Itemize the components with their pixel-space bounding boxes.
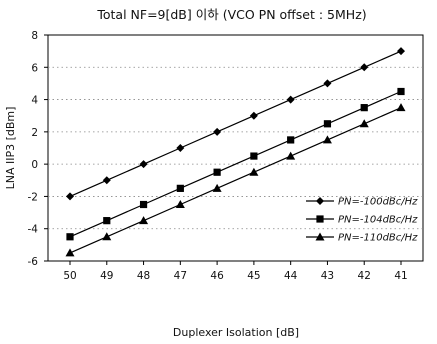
x-tick-label: 49 xyxy=(100,270,113,282)
data-point xyxy=(249,167,259,176)
x-tick-label: 46 xyxy=(210,270,224,282)
data-point xyxy=(102,232,112,241)
data-point xyxy=(286,151,296,160)
data-point xyxy=(286,95,295,104)
series-1 xyxy=(66,47,405,201)
data-point xyxy=(360,63,369,72)
data-point xyxy=(176,184,184,192)
y-tick-label: 0 xyxy=(31,159,38,171)
data-point xyxy=(396,103,406,112)
series-2 xyxy=(66,87,405,241)
data-point xyxy=(139,160,148,169)
data-point xyxy=(359,119,369,128)
data-point xyxy=(360,104,368,112)
legend-label: PN=-110dBc/Hz xyxy=(338,233,418,244)
x-tick-label: 41 xyxy=(394,270,407,282)
x-axis-label: Duplexer Isolation [dB] xyxy=(173,326,299,339)
legend-item: PN=-100dBc/Hz xyxy=(306,197,418,208)
x-tick-label: 42 xyxy=(358,270,371,282)
legend-item: PN=-104dBc/Hz xyxy=(306,215,418,226)
series-line xyxy=(69,107,402,254)
data-point xyxy=(397,47,405,56)
data-point xyxy=(175,200,185,208)
data-point xyxy=(249,111,258,120)
series-line xyxy=(69,90,402,238)
data-point xyxy=(102,176,111,185)
legend-item: PN=-110dBc/Hz xyxy=(306,232,418,244)
legend-label: PN=-100dBc/Hz xyxy=(338,197,418,208)
y-tick-label: -4 xyxy=(28,224,39,236)
x-axis: 50 49 48 47 46 45 44 43 42 41 xyxy=(63,261,408,282)
data-point xyxy=(213,127,222,136)
x-tick-label: 44 xyxy=(284,270,298,282)
x-tick-label: 48 xyxy=(137,270,150,282)
plot-area xyxy=(47,34,424,262)
y-tick-label: 8 xyxy=(31,30,38,42)
data-point xyxy=(323,79,332,88)
y-tick-label: 2 xyxy=(31,127,38,139)
data-point xyxy=(322,135,332,144)
data-point xyxy=(103,217,111,225)
data-point xyxy=(139,200,148,209)
data-point xyxy=(397,87,405,96)
series-line xyxy=(69,50,402,197)
series-3 xyxy=(65,103,406,257)
data-point xyxy=(65,248,75,257)
series-layer xyxy=(65,47,406,257)
y-tick-label: 6 xyxy=(31,62,38,74)
data-point xyxy=(213,168,221,176)
y-tick-label: -2 xyxy=(28,191,38,203)
data-point xyxy=(287,136,295,144)
x-tick-label: 43 xyxy=(321,270,334,282)
legend-marker xyxy=(316,197,324,205)
x-tick-label: 47 xyxy=(174,270,187,282)
y-tick-label: 4 xyxy=(31,95,38,107)
data-point xyxy=(250,152,258,160)
y-axis-label: LNA IIP3 [dBm] xyxy=(4,107,17,190)
x-tick-label: 45 xyxy=(247,270,260,282)
legend-label: PN=-104dBc/Hz xyxy=(338,215,418,226)
legend-marker xyxy=(316,215,324,223)
x-tick-label: 50 xyxy=(63,270,76,282)
legend: PN=-100dBc/Hz PN=-104dBc/Hz PN=-110dBc/Hz xyxy=(306,197,418,244)
chart-title: Total NF=9[dB] 이하 (VCO PN offset : 5MHz) xyxy=(96,7,366,22)
data-point xyxy=(323,120,332,128)
data-point xyxy=(176,144,185,152)
data-point xyxy=(66,192,74,201)
y-tick-label: -6 xyxy=(28,256,39,268)
data-point xyxy=(139,216,149,225)
legend-marker xyxy=(315,232,325,241)
data-point xyxy=(66,233,74,241)
data-point xyxy=(212,183,222,192)
y-axis: -6 -4 -2 0 2 4 6 8 xyxy=(28,30,48,268)
